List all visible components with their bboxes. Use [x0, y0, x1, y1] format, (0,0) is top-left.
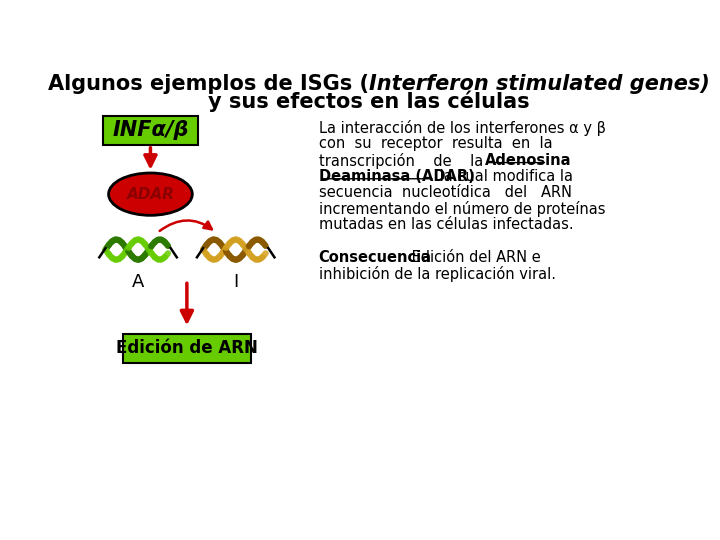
Text: Interferon stimulated genes): Interferon stimulated genes): [369, 74, 710, 94]
Ellipse shape: [109, 173, 192, 215]
Text: La interacción de los interferones α y β: La interacción de los interferones α y β: [319, 120, 606, 136]
Text: la cual modifica la: la cual modifica la: [435, 168, 573, 184]
Text: Adenosina: Adenosina: [485, 153, 572, 167]
FancyBboxPatch shape: [123, 334, 251, 363]
Text: Edición de ARN: Edición de ARN: [116, 339, 258, 357]
Text: Consecuencia: Consecuencia: [319, 249, 431, 265]
Text: incrementando el número de proteínas: incrementando el número de proteínas: [319, 201, 605, 217]
Text: Algunos ejemplos de ISGs (: Algunos ejemplos de ISGs (: [48, 74, 369, 94]
FancyBboxPatch shape: [103, 116, 198, 145]
Text: con  su  receptor  resulta  en  la: con su receptor resulta en la: [319, 137, 552, 151]
Text: Deaminasa (ADAR): Deaminasa (ADAR): [319, 168, 474, 184]
Text: INFα/β: INFα/β: [112, 120, 189, 140]
Text: A: A: [132, 273, 144, 291]
Text: I: I: [233, 273, 238, 291]
Text: secuencia  nucleotídica   del   ARN: secuencia nucleotídica del ARN: [319, 185, 572, 200]
Text: mutadas en las células infectadas.: mutadas en las células infectadas.: [319, 217, 573, 232]
Text: y sus efectos en las células: y sus efectos en las células: [208, 90, 530, 112]
Text: transcripción    de    la: transcripción de la: [319, 153, 492, 168]
Text: inhibición de la replicación viral.: inhibición de la replicación viral.: [319, 266, 556, 282]
Text: ADAR: ADAR: [127, 187, 174, 201]
Text: : Edición del ARN e: : Edición del ARN e: [402, 249, 541, 265]
